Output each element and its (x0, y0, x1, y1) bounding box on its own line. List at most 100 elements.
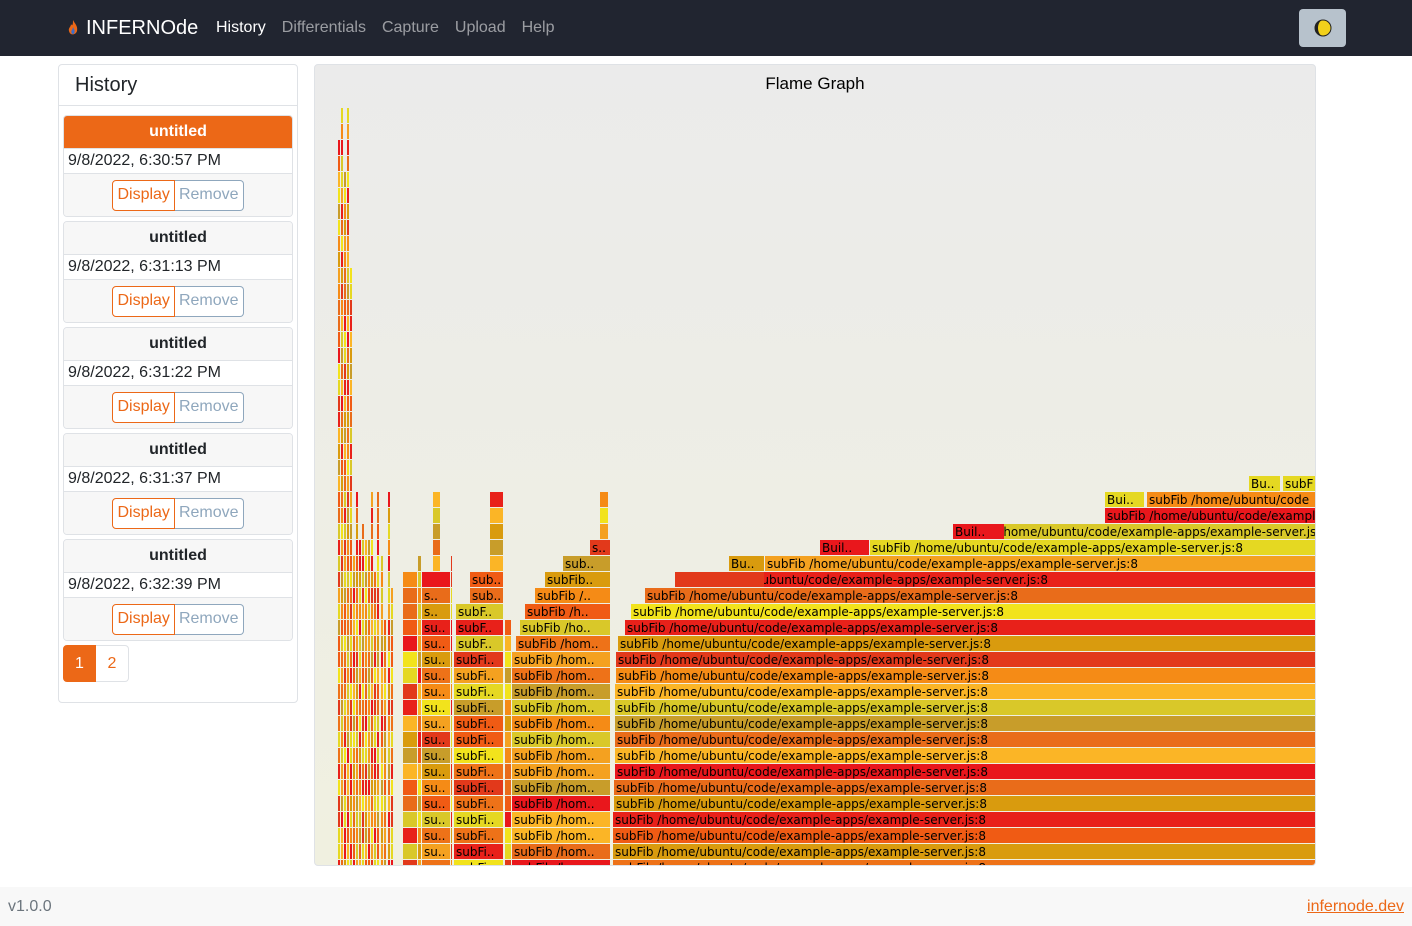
flame-frame[interactable] (356, 764, 358, 779)
flame-frame[interactable] (356, 828, 358, 843)
flame-frame[interactable] (391, 780, 393, 795)
flame-frame[interactable] (344, 220, 346, 235)
flame-frame[interactable] (353, 796, 355, 811)
flame-frame[interactable] (338, 348, 340, 363)
flame-frame[interactable] (341, 828, 343, 843)
flame-frame[interactable] (350, 668, 352, 683)
flame-frame[interactable] (350, 684, 352, 699)
flame-frame[interactable] (403, 604, 417, 619)
flame-frame[interactable] (454, 764, 503, 779)
flame-frame[interactable] (365, 636, 367, 651)
flame-frame[interactable] (347, 828, 349, 843)
flame-frame[interactable] (1147, 492, 1316, 507)
flame-frame[interactable] (388, 572, 390, 587)
flame-frame[interactable] (362, 860, 364, 866)
flame-frame[interactable] (525, 604, 610, 619)
flame-frame[interactable] (362, 732, 364, 747)
flame-frame[interactable] (347, 268, 349, 283)
flame-frame[interactable] (374, 604, 376, 619)
flame-frame[interactable] (347, 780, 349, 795)
flame-frame[interactable] (451, 588, 452, 603)
flame-frame[interactable] (377, 604, 379, 619)
flame-frame[interactable] (381, 844, 383, 859)
flame-frame[interactable] (347, 364, 349, 379)
flame-frame[interactable] (368, 780, 370, 795)
flame-frame[interactable] (344, 732, 346, 747)
flame-frame[interactable] (347, 380, 349, 395)
flame-frame[interactable] (338, 524, 340, 539)
flame-frame[interactable] (350, 396, 352, 411)
flame-frame[interactable] (422, 828, 450, 843)
flame-frame[interactable] (381, 860, 383, 866)
flame-frame[interactable] (359, 652, 361, 667)
flame-frame[interactable] (418, 636, 421, 651)
flame-frame[interactable] (512, 684, 610, 699)
flame-frame[interactable] (338, 588, 340, 603)
flame-frame[interactable] (362, 652, 364, 667)
flame-frame[interactable] (451, 572, 452, 587)
flame-frame[interactable] (362, 556, 364, 571)
flame-frame[interactable] (454, 796, 503, 811)
flame-frame[interactable] (344, 812, 346, 827)
display-button[interactable]: Display (112, 391, 175, 423)
flame-frame[interactable] (374, 844, 376, 859)
flame-frame[interactable] (341, 668, 343, 683)
flame-frame[interactable] (347, 204, 349, 219)
history-item-title[interactable]: untitled (64, 116, 292, 149)
flame-frame[interactable] (356, 524, 358, 539)
flame-frame[interactable] (403, 636, 417, 651)
flame-frame[interactable] (344, 588, 346, 603)
flame-frame[interactable] (341, 220, 343, 235)
flame-frame[interactable] (368, 588, 370, 603)
flame-frame[interactable] (365, 812, 367, 827)
flame-frame[interactable] (371, 492, 373, 507)
flame-frame[interactable] (350, 476, 352, 491)
flame-frame[interactable] (454, 748, 503, 763)
flame-frame[interactable] (365, 588, 367, 603)
flame-frame[interactable] (350, 380, 352, 395)
flame-frame[interactable] (490, 508, 503, 523)
display-button[interactable]: Display (112, 179, 175, 211)
flame-frame[interactable] (456, 636, 503, 651)
flame-frame[interactable] (341, 540, 343, 555)
flame-frame[interactable] (344, 284, 346, 299)
flame-frame[interactable] (362, 524, 364, 539)
history-item-title[interactable]: untitled (64, 222, 292, 255)
flame-frame[interactable] (625, 620, 1316, 635)
flame-frame[interactable] (418, 556, 421, 571)
flame-frame[interactable] (391, 700, 393, 715)
flame-frame[interactable] (368, 636, 370, 651)
flame-frame[interactable] (391, 668, 393, 683)
flame-frame[interactable] (338, 460, 340, 475)
flame-frame[interactable] (350, 764, 352, 779)
flame-frame[interactable] (353, 716, 355, 731)
flame-frame[interactable] (388, 652, 390, 667)
flame-frame[interactable] (371, 604, 373, 619)
flame-frame[interactable] (391, 764, 393, 779)
flame-frame[interactable] (365, 732, 367, 747)
flame-frame[interactable] (338, 284, 340, 299)
flame-frame[interactable] (422, 652, 450, 667)
flame-frame[interactable] (418, 828, 421, 843)
flame-frame[interactable] (631, 604, 1316, 619)
flame-frame[interactable] (451, 764, 452, 779)
flame-frame[interactable] (365, 716, 367, 731)
flame-frame[interactable] (341, 684, 343, 699)
flame-frame[interactable] (341, 268, 343, 283)
flame-frame[interactable] (505, 732, 511, 747)
flame-frame[interactable] (422, 748, 450, 763)
flame-frame[interactable] (616, 668, 1316, 683)
flame-frame[interactable] (490, 492, 503, 507)
flame-frame[interactable] (368, 700, 370, 715)
flame-frame[interactable] (365, 684, 367, 699)
flame-frame[interactable] (490, 540, 503, 555)
flame-frame[interactable] (451, 556, 452, 571)
flame-frame[interactable] (347, 588, 349, 603)
flame-frame[interactable] (403, 716, 417, 731)
flame-frame[interactable] (388, 636, 390, 651)
flame-frame[interactable] (341, 508, 343, 523)
flame-frame[interactable] (341, 732, 343, 747)
flame-frame[interactable] (341, 572, 343, 587)
flame-frame[interactable] (350, 268, 352, 283)
flame-frame[interactable] (470, 588, 503, 603)
